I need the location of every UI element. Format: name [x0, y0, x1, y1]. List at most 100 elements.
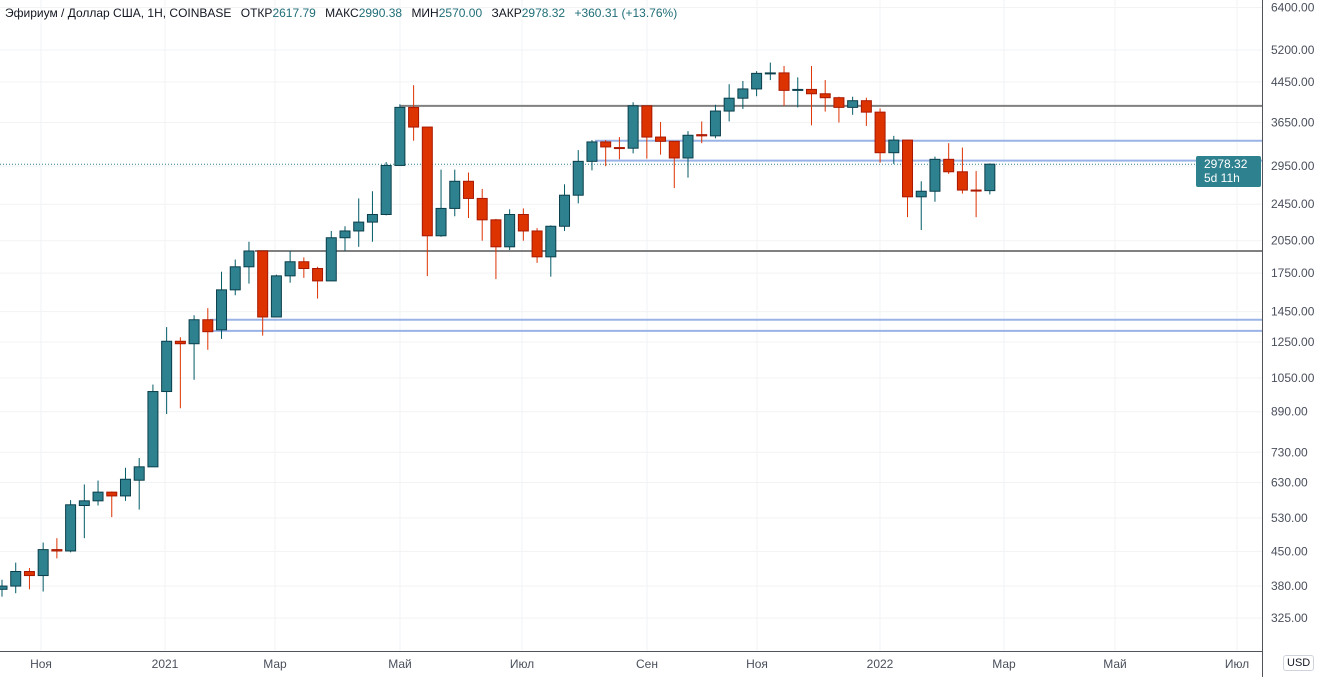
candle-body	[709, 110, 721, 137]
candle-body	[517, 213, 529, 232]
time-tick-label: Июл	[510, 657, 534, 671]
price-tick-label: 1250.00	[1271, 335, 1315, 349]
candle-up	[545, 225, 557, 277]
candle-body	[10, 571, 22, 587]
candle-up	[682, 131, 694, 178]
candle-up	[243, 241, 255, 284]
low-label: МИН	[411, 6, 439, 20]
candle-body	[586, 141, 598, 162]
candle-up	[147, 384, 159, 468]
close-value: 2978.32	[521, 6, 566, 20]
candle-up	[325, 230, 337, 282]
candle-up	[65, 500, 77, 553]
grid	[0, 0, 1262, 651]
candle-body	[0, 585, 8, 590]
currency-button[interactable]: USD	[1283, 655, 1315, 671]
candle-down	[476, 188, 488, 241]
candle-up	[380, 162, 392, 216]
price-tick-label: 1050.00	[1271, 371, 1315, 385]
candle-up	[339, 226, 351, 251]
candle-down	[421, 126, 433, 277]
candle-body	[188, 319, 200, 345]
candle-body	[408, 106, 420, 128]
candle-body	[956, 171, 968, 191]
candle-up	[915, 181, 927, 231]
open-label: ОТКР	[240, 6, 273, 20]
candle-body	[462, 180, 474, 199]
time-tick-label: Ноя	[30, 657, 52, 671]
candle-up	[888, 135, 900, 165]
candle-body	[929, 158, 941, 192]
price-tick-label: 2450.00	[1271, 197, 1315, 211]
candle-body	[613, 147, 625, 150]
candle-down	[874, 108, 886, 163]
candle-down	[462, 172, 474, 219]
candle-body	[449, 180, 461, 209]
candle-up	[723, 84, 735, 122]
candle-body	[421, 126, 433, 237]
candle-body	[353, 221, 365, 232]
price-tick-label: 1750.00	[1271, 266, 1315, 280]
low-value: 2570.00	[438, 6, 483, 20]
price-tick-label: 1450.00	[1271, 305, 1315, 319]
candle-body	[229, 266, 241, 291]
time-axis[interactable]	[0, 651, 1262, 677]
candle-down	[696, 121, 708, 144]
candle-down	[819, 80, 831, 112]
time-tick-label: Ноя	[746, 657, 768, 671]
candle-down	[257, 250, 269, 336]
candle-down	[860, 97, 872, 126]
time-tick-label: Май	[1103, 657, 1127, 671]
time-tick-label: Мар	[263, 657, 287, 671]
candle-up	[270, 274, 282, 318]
candle-body	[627, 105, 639, 149]
candle-body	[696, 134, 708, 137]
candle-body	[655, 136, 667, 142]
candle-down	[902, 139, 914, 218]
candle-down	[655, 121, 667, 155]
candle-body	[216, 289, 228, 331]
candle-down	[517, 208, 529, 241]
candle-body	[682, 134, 694, 159]
candle-up	[449, 169, 461, 217]
candle-down	[641, 105, 653, 159]
candle-body	[847, 100, 859, 108]
candle-body	[805, 88, 817, 95]
time-tick-label: 2021	[152, 657, 179, 671]
price-tick-label: 890.00	[1271, 405, 1308, 419]
candle-body	[435, 207, 447, 237]
open-value: 2617.79	[272, 6, 316, 20]
candle-up	[161, 327, 173, 415]
candle-body	[174, 340, 186, 345]
candle-body	[833, 97, 845, 108]
candle-up	[229, 259, 241, 296]
candle-up	[133, 457, 145, 510]
price-tick-label: 5200.00	[1271, 43, 1315, 57]
candle-down	[805, 65, 817, 126]
candle-body	[531, 230, 543, 258]
candle-body	[312, 268, 324, 282]
candle-up	[0, 579, 8, 597]
candle-up	[216, 271, 228, 339]
candle-down	[970, 171, 982, 218]
horizontal-levels	[0, 104, 1262, 332]
price-tick-label: 325.00	[1271, 611, 1308, 625]
candle-down	[490, 218, 502, 280]
candle-down	[202, 308, 214, 350]
candle-up	[504, 209, 516, 250]
candle-up	[284, 250, 296, 283]
candle-up	[709, 104, 721, 139]
candle-up	[792, 77, 804, 108]
candle-body	[874, 111, 886, 154]
candle-body	[778, 72, 790, 91]
candle-body	[723, 97, 735, 112]
price-axis[interactable]	[1262, 0, 1330, 651]
candle-body	[325, 237, 337, 282]
price-tick-label: 4450.00	[1271, 75, 1315, 89]
candle-up	[737, 80, 749, 109]
candle-body	[572, 160, 584, 196]
candle-body	[257, 250, 269, 318]
candle-body	[860, 100, 872, 113]
candle-body	[284, 261, 296, 277]
